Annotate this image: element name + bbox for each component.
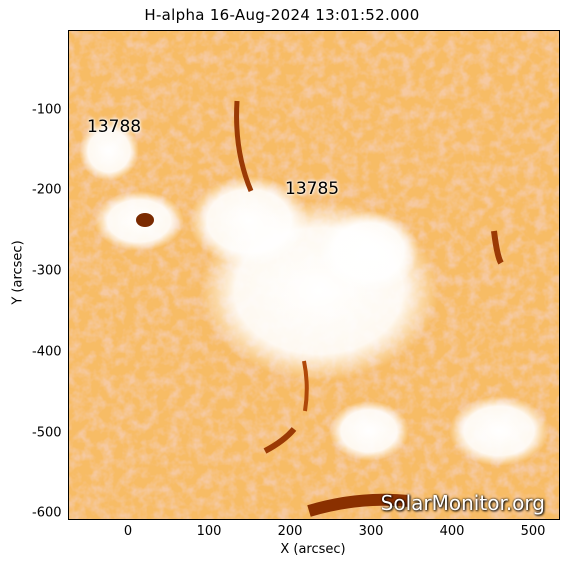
y-tick-label: -400 (32, 344, 62, 360)
image-title: H-alpha 16-Aug-2024 13:01:52.000 (144, 6, 420, 24)
y-tick-label: -500 (32, 425, 62, 441)
active-region-label: 13785 (285, 179, 340, 199)
y-tick-label: -600 (32, 505, 62, 521)
sunspot (136, 213, 154, 227)
y-tick-label: -300 (32, 263, 62, 279)
watermark: SolarMonitor.org (380, 491, 545, 515)
x-tick-label: 300 (358, 524, 384, 539)
halpha-image: 13788 13785 SolarMonitor.org (68, 30, 560, 520)
x-tick-label: 400 (439, 524, 465, 539)
x-tick-label: 100 (196, 524, 222, 539)
y-tick-label: -100 (32, 102, 62, 118)
filament-3 (263, 427, 297, 454)
solar-texture (69, 31, 559, 519)
filament-2 (491, 230, 504, 265)
filament-4 (307, 493, 410, 517)
y-axis-label: Y (arcsec) (10, 240, 26, 305)
y-tick-label: -200 (32, 182, 62, 198)
x-axis-label: X (arcsec) (280, 542, 346, 557)
filament-1 (234, 100, 254, 192)
active-region-label: 13788 (87, 117, 142, 137)
x-tick-label: 500 (520, 524, 546, 539)
x-tick-label: 0 (123, 524, 133, 539)
x-tick-label: 200 (277, 524, 303, 539)
